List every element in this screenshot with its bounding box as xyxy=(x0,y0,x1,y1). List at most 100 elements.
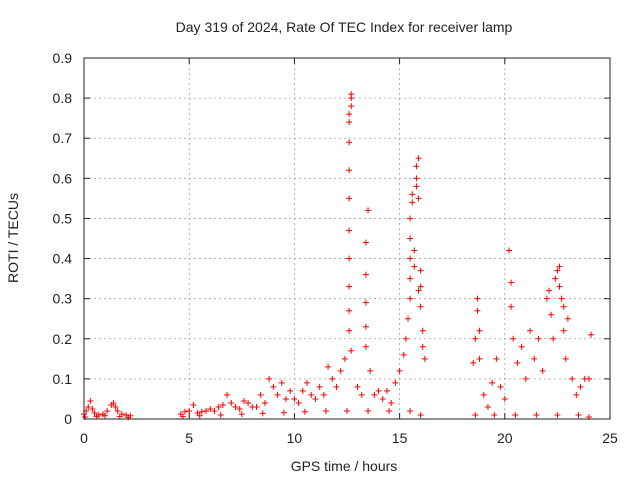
data-point xyxy=(112,403,119,410)
data-point xyxy=(411,247,418,254)
data-point xyxy=(253,403,260,410)
data-point xyxy=(560,327,567,334)
data-point xyxy=(421,355,428,362)
data-point xyxy=(348,347,355,354)
data-point xyxy=(358,391,365,398)
data-point xyxy=(346,227,353,234)
data-point xyxy=(295,399,302,406)
data-point xyxy=(371,391,378,398)
data-point xyxy=(259,410,266,417)
data-point xyxy=(203,407,210,414)
data-point xyxy=(346,255,353,262)
data-point xyxy=(287,387,294,394)
data-point xyxy=(320,391,327,398)
y-tick-label: 0.7 xyxy=(53,130,73,146)
data-point xyxy=(508,303,515,310)
y-tick-label: 0.3 xyxy=(53,291,73,307)
x-tick-label: 10 xyxy=(287,430,303,446)
data-point xyxy=(346,327,353,334)
data-point xyxy=(419,327,426,334)
data-point xyxy=(348,103,355,110)
data-point xyxy=(375,387,382,394)
data-point xyxy=(588,331,595,338)
data-point xyxy=(476,355,483,362)
data-point xyxy=(362,239,369,246)
data-point xyxy=(337,367,344,374)
data-point xyxy=(400,351,407,358)
y-tick-label: 0 xyxy=(64,411,72,427)
x-tick-label: 0 xyxy=(80,430,88,446)
data-point xyxy=(362,343,369,350)
data-point xyxy=(110,399,117,406)
data-point xyxy=(476,327,483,334)
data-point xyxy=(409,191,416,198)
data-point xyxy=(291,395,298,402)
data-point xyxy=(417,267,424,274)
data-point xyxy=(484,403,491,410)
data-point xyxy=(341,355,348,362)
data-point xyxy=(198,408,205,415)
data-point xyxy=(543,295,550,302)
data-point xyxy=(379,395,386,402)
data-point xyxy=(87,397,94,404)
data-point xyxy=(556,263,563,270)
data-point xyxy=(556,283,563,290)
data-point xyxy=(322,407,329,414)
data-point xyxy=(354,383,361,390)
data-point xyxy=(554,267,561,274)
data-point xyxy=(386,407,393,414)
data-point xyxy=(533,411,540,418)
data-point xyxy=(232,403,239,410)
data-point xyxy=(489,379,496,386)
data-point xyxy=(261,399,268,406)
data-point xyxy=(407,407,414,414)
data-point xyxy=(346,111,353,118)
data-point xyxy=(527,327,534,334)
data-point xyxy=(196,412,203,419)
data-point xyxy=(362,323,369,330)
plot-frame xyxy=(83,57,611,420)
data-point xyxy=(215,403,222,410)
data-point xyxy=(417,283,424,290)
data-point xyxy=(501,395,508,402)
data-point xyxy=(325,363,332,370)
data-point xyxy=(493,355,500,362)
data-point xyxy=(407,255,414,262)
x-tick-label: 20 xyxy=(497,430,513,446)
data-point xyxy=(207,405,214,412)
data-point xyxy=(535,335,542,342)
data-point xyxy=(512,411,519,418)
data-point xyxy=(346,119,353,126)
data-point xyxy=(102,412,109,419)
data-point xyxy=(508,279,515,286)
data-point xyxy=(472,335,479,342)
axis-ticks xyxy=(83,57,611,420)
data-point xyxy=(573,391,580,398)
data-point xyxy=(564,315,571,322)
data-point xyxy=(181,408,188,415)
data-point xyxy=(346,167,353,174)
data-point xyxy=(304,379,311,386)
y-axis-label: ROTI / TECUs xyxy=(5,193,21,283)
data-point xyxy=(407,295,414,302)
y-tick-label: 0.5 xyxy=(53,210,73,226)
data-point xyxy=(333,383,340,390)
x-tick-label: 5 xyxy=(185,430,193,446)
data-point xyxy=(577,383,584,390)
x-tick-labels: 0 5 10 15 20 25 xyxy=(80,430,618,446)
data-point xyxy=(301,408,308,415)
data-point xyxy=(365,207,372,214)
data-point xyxy=(417,303,424,310)
data-point xyxy=(474,295,481,302)
data-points xyxy=(81,91,595,421)
data-point xyxy=(190,401,197,408)
data-point xyxy=(415,287,422,294)
data-point xyxy=(316,383,323,390)
data-point xyxy=(419,343,426,350)
data-point xyxy=(472,411,479,418)
data-point xyxy=(228,399,235,406)
data-point xyxy=(411,263,418,270)
data-point xyxy=(91,409,98,416)
data-point xyxy=(278,379,285,386)
data-point xyxy=(392,379,399,386)
